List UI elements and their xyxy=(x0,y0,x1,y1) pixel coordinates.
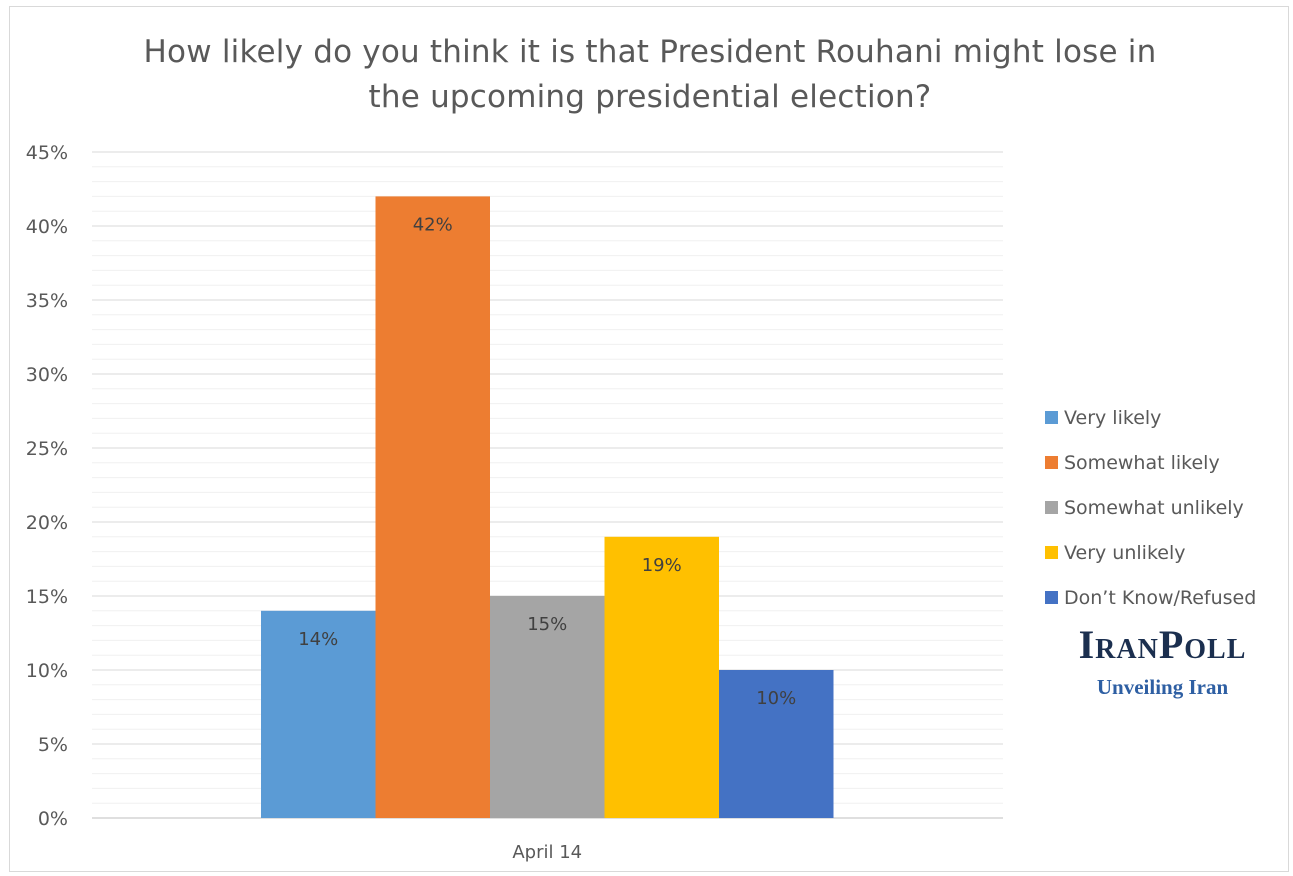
x-axis-category-labels: April 14 xyxy=(512,842,582,863)
legend: Very likely Somewhat likely Somewhat unl… xyxy=(1045,395,1256,620)
y-axis-tick-labels: 0% 5% 10% 15% 20% 25% 30% 35% 40% 45% xyxy=(26,142,68,830)
y-tick-label: 40% xyxy=(26,216,68,238)
bar-somewhat-unlikely xyxy=(490,596,605,818)
chart-title: How likely do you think it is that Presi… xyxy=(60,30,1240,120)
y-tick-label: 45% xyxy=(26,142,68,164)
bar-label-somewhat-likely: 42% xyxy=(413,214,453,235)
legend-swatch-very-unlikely xyxy=(1045,546,1058,559)
y-tick-label: 0% xyxy=(38,808,68,830)
legend-item-somewhat-unlikely: Somewhat unlikely xyxy=(1045,485,1256,530)
y-tick-label: 15% xyxy=(26,586,68,608)
bar-data-labels: 14% 42% 15% 19% 10% xyxy=(298,214,796,709)
logo-tagline: Unveiling Iran xyxy=(1096,675,1229,699)
bar-very-unlikely xyxy=(604,536,719,818)
bar-somewhat-likely xyxy=(375,196,490,818)
y-tick-label: 10% xyxy=(26,660,68,682)
chart-title-line-2: the upcoming presidential election? xyxy=(368,79,932,115)
bar-label-very-unlikely: 19% xyxy=(642,555,682,576)
iranpoll-logo: IranPoll Unveiling Iran xyxy=(1040,622,1285,702)
y-tick-label: 25% xyxy=(26,438,68,460)
legend-swatch-somewhat-likely xyxy=(1045,456,1058,469)
bar-label-don-t-know-refused: 10% xyxy=(756,688,796,709)
legend-swatch-dont-know-refused xyxy=(1045,591,1058,604)
bar-don-t-know-refused xyxy=(719,670,834,818)
y-tick-label: 30% xyxy=(26,364,68,386)
legend-label-dont-know-refused: Don’t Know/Refused xyxy=(1064,586,1257,609)
bars xyxy=(261,196,834,818)
bar-label-somewhat-unlikely: 15% xyxy=(527,614,567,635)
y-tick-label: 35% xyxy=(26,290,68,312)
legend-label-very-unlikely: Very unlikely xyxy=(1064,541,1186,564)
legend-swatch-somewhat-unlikely xyxy=(1045,501,1058,514)
x-category-label: April 14 xyxy=(512,842,582,863)
legend-item-somewhat-likely: Somewhat likely xyxy=(1045,440,1256,485)
legend-item-very-unlikely: Very unlikely xyxy=(1045,530,1256,575)
legend-label-very-likely: Very likely xyxy=(1064,406,1162,429)
legend-label-somewhat-likely: Somewhat likely xyxy=(1064,451,1220,474)
logo-wordmark: IranPoll xyxy=(1078,622,1247,667)
y-tick-label: 5% xyxy=(38,734,68,756)
bar-label-very-likely: 14% xyxy=(298,629,338,650)
legend-label-somewhat-unlikely: Somewhat unlikely xyxy=(1064,496,1244,519)
chart-title-line-1: How likely do you think it is that Presi… xyxy=(143,34,1157,70)
bar-very-likely xyxy=(261,610,376,818)
legend-swatch-very-likely xyxy=(1045,411,1058,424)
y-tick-label: 20% xyxy=(26,512,68,534)
legend-item-dont-know-refused: Don’t Know/Refused xyxy=(1045,575,1256,620)
legend-item-very-likely: Very likely xyxy=(1045,395,1256,440)
